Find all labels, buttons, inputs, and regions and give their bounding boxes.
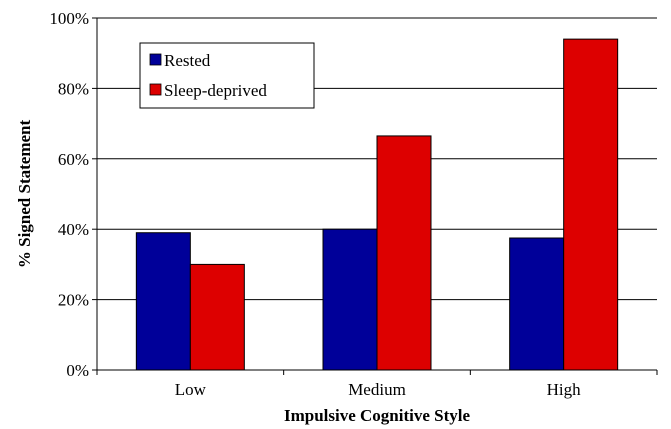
y-axis-title: % Signed Statement	[15, 120, 34, 269]
legend: Rested Sleep-deprived	[139, 42, 315, 109]
bar-rested-medium	[322, 228, 378, 371]
y-tick-label: 0%	[66, 361, 89, 380]
y-ticks: 0% 20% 40% 60% 80% 100%	[49, 9, 97, 380]
y-tick-label: 60%	[58, 150, 89, 169]
x-tick-label: High	[547, 380, 582, 399]
x-ticks: Low Medium High	[96, 370, 658, 399]
x-axis-title: Impulsive Cognitive Style	[284, 406, 471, 425]
x-tick-label: Low	[175, 380, 207, 399]
legend-label-sleep-deprived: Sleep-deprived	[164, 81, 267, 100]
y-tick-label: 20%	[58, 291, 89, 310]
y-tick-label: 80%	[58, 79, 89, 98]
bars	[135, 38, 619, 371]
axes	[96, 18, 657, 371]
x-tick-label: Medium	[348, 380, 406, 399]
bar-sleep-deprived-high	[563, 38, 619, 371]
bar-rested-low	[135, 232, 191, 371]
legend-box	[139, 42, 315, 109]
bar-sleep-deprived-medium	[376, 135, 432, 371]
bar-sleep-deprived-low	[189, 263, 245, 371]
legend-label-rested: Rested	[164, 51, 211, 70]
legend-swatch-rested	[149, 53, 162, 66]
y-tick-label: 100%	[49, 9, 89, 28]
legend-swatch-sleep-deprived	[149, 83, 162, 96]
bar-rested-high	[509, 237, 565, 371]
y-tick-label: 40%	[58, 220, 89, 239]
